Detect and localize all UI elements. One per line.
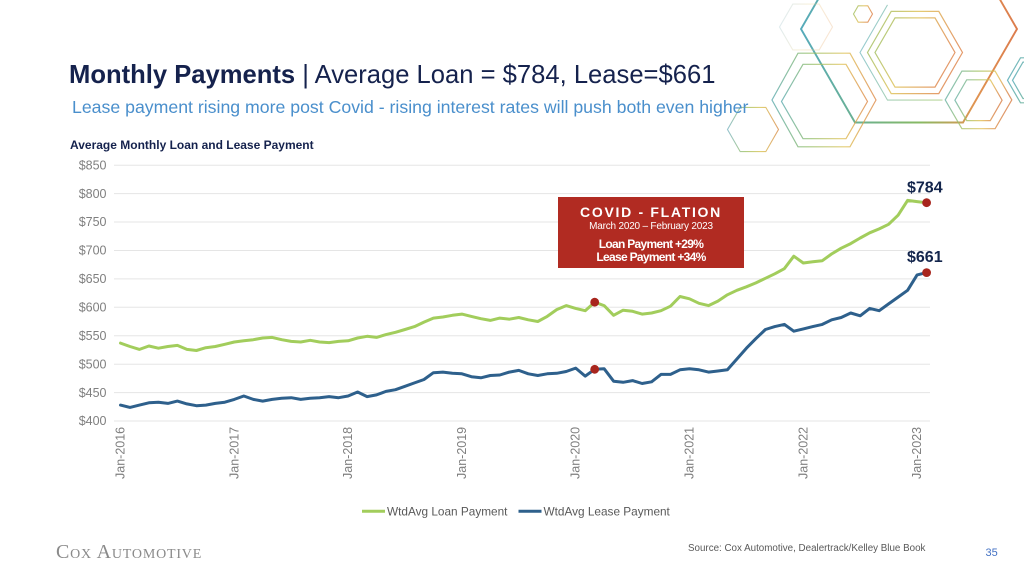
svg-text:Jan-2018: Jan-2018	[341, 427, 355, 479]
svg-text:$600: $600	[79, 301, 107, 315]
svg-text:$550: $550	[79, 329, 107, 343]
svg-text:$650: $650	[79, 272, 107, 286]
svg-text:$750: $750	[79, 215, 107, 229]
svg-text:$450: $450	[79, 386, 107, 400]
svg-text:Jan-2017: Jan-2017	[227, 427, 241, 479]
svg-text:$784: $784	[907, 180, 943, 197]
svg-text:$850: $850	[79, 158, 107, 172]
svg-text:$500: $500	[79, 357, 107, 371]
svg-text:Jan-2021: Jan-2021	[683, 427, 697, 479]
svg-text:$800: $800	[79, 187, 107, 201]
svg-text:Jan-2023: Jan-2023	[910, 427, 924, 479]
svg-text:Jan-2020: Jan-2020	[569, 427, 583, 479]
svg-text:Jan-2022: Jan-2022	[796, 427, 810, 479]
svg-text:WtdAvg Loan Payment: WtdAvg Loan Payment	[387, 504, 508, 518]
svg-text:Jan-2019: Jan-2019	[455, 427, 469, 479]
svg-text:Jan-2016: Jan-2016	[114, 427, 128, 479]
svg-text:$661: $661	[907, 249, 943, 266]
svg-text:$400: $400	[79, 414, 107, 428]
svg-text:$700: $700	[79, 244, 107, 258]
svg-text:WtdAvg Lease Payment: WtdAvg Lease Payment	[544, 504, 671, 518]
